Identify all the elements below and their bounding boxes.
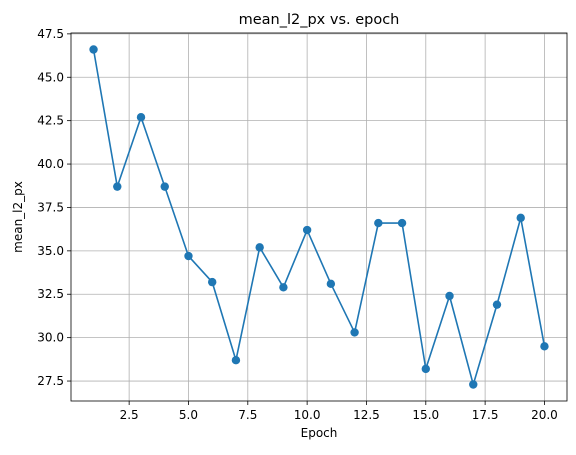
data-point bbox=[232, 356, 240, 364]
x-axis-title: Epoch bbox=[301, 426, 338, 440]
data-point bbox=[422, 365, 430, 373]
data-point bbox=[255, 243, 263, 251]
data-point bbox=[208, 278, 216, 286]
x-tick-label: 7.5 bbox=[238, 408, 257, 422]
chart-title: mean_l2_px vs. epoch bbox=[239, 12, 400, 28]
data-point bbox=[161, 182, 169, 190]
data-point bbox=[374, 219, 382, 227]
data-point bbox=[517, 214, 525, 222]
y-tick-label: 30.0 bbox=[37, 331, 64, 345]
data-point bbox=[350, 328, 358, 336]
data-point bbox=[540, 342, 548, 350]
y-tick-label: 47.5 bbox=[37, 27, 64, 41]
data-point bbox=[113, 182, 121, 190]
data-point bbox=[469, 380, 477, 388]
x-tick-label: 10.0 bbox=[294, 408, 321, 422]
y-tick-label: 32.5 bbox=[37, 287, 64, 301]
x-tick-label: 2.5 bbox=[120, 408, 139, 422]
y-tick-label: 37.5 bbox=[37, 200, 64, 214]
x-tick-label: 12.5 bbox=[353, 408, 380, 422]
data-point bbox=[137, 113, 145, 121]
data-point bbox=[303, 226, 311, 234]
y-tick-label: 42.5 bbox=[37, 114, 64, 128]
x-tick-label: 20.0 bbox=[531, 408, 558, 422]
data-point bbox=[445, 292, 453, 300]
data-point bbox=[184, 252, 192, 260]
x-tick-label: 17.5 bbox=[472, 408, 499, 422]
data-point bbox=[89, 45, 97, 53]
y-tick-label: 27.5 bbox=[37, 374, 64, 388]
y-tick-label: 45.0 bbox=[37, 70, 64, 84]
y-axis-title: mean_l2_px bbox=[11, 181, 25, 253]
data-point bbox=[493, 300, 501, 308]
x-tick-label: 5.0 bbox=[179, 408, 198, 422]
y-tick-label: 40.0 bbox=[37, 157, 64, 171]
x-tick-label: 15.0 bbox=[412, 408, 439, 422]
data-point bbox=[279, 283, 287, 291]
data-point bbox=[327, 280, 335, 288]
y-tick-label: 35.0 bbox=[37, 244, 64, 258]
data-point bbox=[398, 219, 406, 227]
